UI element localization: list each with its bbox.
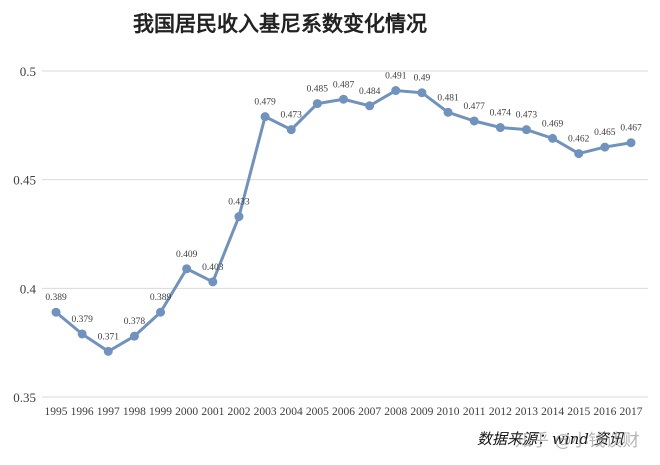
- data-label: 0.485: [307, 85, 329, 95]
- data-point: [156, 307, 166, 317]
- data-point: [103, 346, 113, 356]
- data-point: [469, 116, 479, 126]
- data-label: 0.474: [490, 109, 512, 119]
- data-label: 0.469: [542, 119, 564, 129]
- data-point: [626, 138, 636, 148]
- data-label: 0.378: [124, 317, 146, 327]
- data-point: [260, 112, 270, 122]
- data-label: 0.409: [176, 250, 198, 260]
- data-point: [234, 212, 244, 222]
- data-point: [417, 88, 427, 98]
- y-tick-label: 0.35: [13, 390, 36, 405]
- x-tick-label: 2014: [541, 406, 564, 418]
- x-tick-label: 2003: [254, 406, 277, 418]
- data-point: [574, 149, 584, 159]
- data-point: [51, 307, 61, 317]
- x-tick-label: 2005: [306, 406, 329, 418]
- data-points: [51, 86, 636, 356]
- data-point: [521, 125, 531, 135]
- data-point: [129, 331, 139, 341]
- x-tick-label: 2008: [384, 406, 407, 418]
- data-point: [365, 101, 375, 111]
- x-tick-label: 2015: [567, 406, 590, 418]
- data-point: [600, 142, 610, 152]
- data-label: 0.484: [359, 87, 381, 97]
- data-label: 0.465: [594, 128, 616, 138]
- data-point: [208, 277, 218, 287]
- x-tick-label: 2013: [515, 406, 538, 418]
- data-point: [391, 86, 401, 96]
- x-tick-label: 2010: [437, 406, 460, 418]
- data-label: 0.371: [98, 332, 120, 342]
- x-tick-label: 2017: [620, 406, 643, 418]
- series-line: [55, 89, 632, 353]
- x-tick-label: 1995: [45, 406, 68, 418]
- data-label: 0.477: [463, 102, 485, 112]
- data-point: [286, 125, 296, 135]
- y-tick-label: 0.45: [13, 173, 36, 188]
- data-label: 0.487: [333, 80, 355, 90]
- data-label: 0.473: [516, 111, 538, 121]
- data-label: 0.481: [437, 93, 459, 103]
- data-point: [77, 329, 87, 339]
- x-tick-label: 1998: [123, 406, 146, 418]
- x-tick-label: 1996: [71, 406, 94, 418]
- data-label: 0.379: [71, 315, 93, 325]
- x-tick-label: 1999: [149, 406, 172, 418]
- x-tick-label: 2011: [463, 406, 486, 418]
- data-label: 0.389: [45, 293, 67, 303]
- data-point: [495, 123, 505, 133]
- x-tick-label: 1997: [97, 406, 120, 418]
- y-tick-label: 0.4: [20, 281, 37, 296]
- data-label: 0.473: [281, 111, 303, 121]
- x-axis-ticks: 1995 1996 1997 1998 1999 2000 2001 2002 2003 2004…: [45, 406, 643, 418]
- x-tick-label: 2000: [175, 406, 198, 418]
- x-tick-label: 2006: [332, 406, 355, 418]
- data-point: [548, 133, 558, 143]
- x-tick-label: 2004: [280, 406, 303, 418]
- grid-lines: [42, 70, 648, 398]
- data-labels: 0.389 0.379 0.371 0.378 0.389 0.409 0.403 0.433…: [45, 72, 642, 343]
- data-label: 0.467: [620, 124, 642, 134]
- data-label: 0.389: [150, 293, 172, 303]
- data-label: 0.49: [414, 74, 431, 84]
- data-label: 0.403: [202, 263, 224, 273]
- data-point: [312, 99, 322, 109]
- x-tick-label: 2007: [358, 406, 381, 418]
- y-axis-ticks: 0.35 0.4 0.45 0.5: [13, 64, 36, 405]
- x-tick-label: 2009: [410, 406, 433, 418]
- data-label: 0.462: [568, 135, 590, 145]
- data-label: 0.479: [254, 98, 276, 108]
- watermark: 知乎 @小钱谈财: [515, 431, 640, 451]
- chart-title: 我国居民收入基尼系数变化情况: [133, 12, 427, 36]
- x-tick-label: 2012: [489, 406, 512, 418]
- data-label: 0.433: [228, 198, 250, 208]
- x-tick-label: 2002: [227, 406, 250, 418]
- data-label: 0.491: [385, 72, 407, 82]
- data-point: [182, 264, 192, 274]
- y-tick-label: 0.5: [20, 64, 36, 79]
- data-point: [443, 107, 453, 117]
- source-note: 数据来源：wind 资讯: [477, 430, 624, 448]
- data-point: [339, 94, 348, 104]
- x-tick-label: 2016: [593, 406, 616, 418]
- x-tick-label: 2001: [201, 406, 224, 418]
